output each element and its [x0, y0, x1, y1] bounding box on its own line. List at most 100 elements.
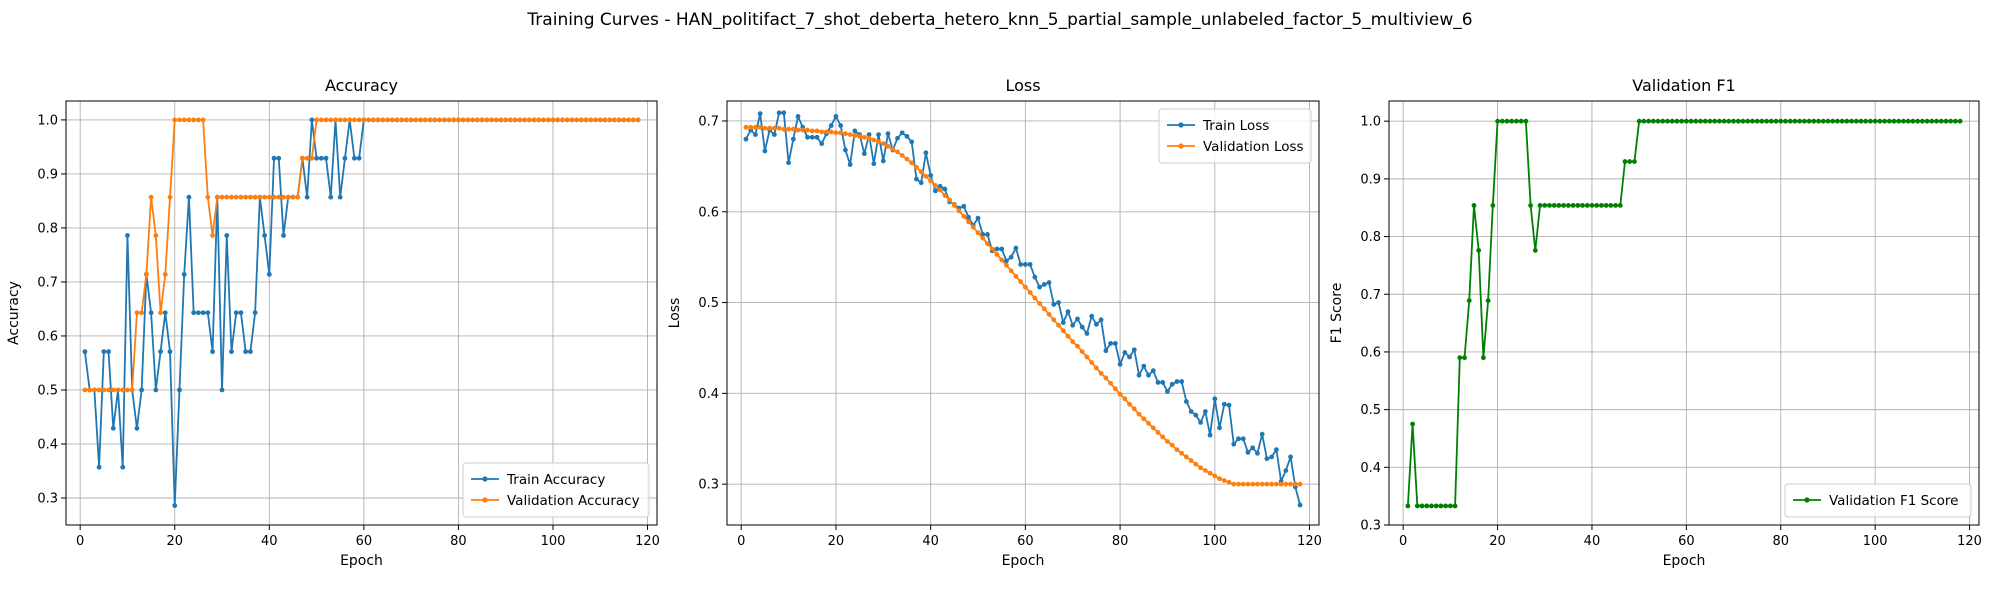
data-point [1759, 118, 1765, 124]
data-point [928, 178, 934, 184]
data-point [1938, 118, 1944, 124]
data-point [970, 224, 976, 230]
data-point [909, 139, 915, 145]
data-point [1160, 380, 1166, 385]
data-point [125, 233, 130, 238]
data-point [1127, 401, 1132, 407]
data-point [356, 117, 362, 123]
data-point [1433, 503, 1439, 509]
data-point [370, 117, 376, 123]
data-point [1447, 503, 1453, 509]
data-point [1910, 118, 1916, 124]
data-point [1613, 203, 1618, 208]
data-point [1193, 412, 1199, 418]
data-point [1155, 380, 1161, 385]
data-point [1084, 331, 1090, 336]
data-point [186, 194, 192, 200]
data-point [508, 117, 513, 123]
y-axis-label: Loss [667, 298, 683, 329]
data-point [1018, 262, 1024, 267]
data-point [427, 117, 433, 123]
data-point [252, 310, 258, 316]
data-point [1735, 118, 1741, 124]
x-tick-label: 80 [1112, 534, 1129, 549]
data-point [880, 158, 886, 164]
data-point [375, 117, 381, 123]
x-tick-label: 40 [1584, 534, 1601, 549]
data-point [1255, 481, 1260, 487]
data-point [994, 252, 1000, 257]
y-axis-label: F1 Score [1329, 283, 1345, 344]
data-point [1245, 481, 1251, 487]
data-point [871, 161, 877, 167]
data-point [1070, 339, 1076, 344]
subplot-panels: 0 20 40 60 80 100 120 0.3 0.4 0.5 0.6 0.7 0.8 0.9 1.0 A… [6, 76, 1982, 569]
data-point [489, 117, 494, 123]
data-point [1551, 203, 1557, 208]
data-point [805, 127, 810, 133]
data-point [1207, 470, 1213, 476]
chart-panel-0: 0 20 40 60 80 100 120 0.3 0.4 0.5 0.6 0.7 0.8 0.9 1.0 A… [6, 76, 660, 569]
data-point [1198, 420, 1203, 425]
data-point [233, 310, 239, 316]
data-point [1594, 203, 1600, 208]
data-point [422, 117, 428, 123]
data-point [1221, 401, 1227, 407]
data-point [1849, 118, 1854, 124]
data-point [1084, 354, 1090, 360]
data-point [942, 193, 948, 198]
data-point [191, 310, 197, 316]
data-point [186, 117, 192, 123]
data-point [451, 117, 457, 123]
data-point [1221, 478, 1227, 483]
data-point [1721, 118, 1727, 124]
data-point [172, 503, 178, 508]
data-point [1041, 306, 1047, 312]
data-point [1627, 159, 1633, 164]
data-point [1811, 118, 1817, 124]
data-point [243, 194, 249, 200]
data-point [1188, 458, 1194, 463]
data-point [1858, 118, 1864, 124]
x-tick-label: 60 [1017, 534, 1034, 549]
data-point [828, 123, 834, 128]
data-point [1273, 447, 1279, 453]
data-point [191, 117, 197, 123]
data-point [593, 117, 598, 123]
data-point [550, 117, 556, 123]
y-tick-label: 0.7 [1360, 288, 1381, 303]
data-point [1443, 503, 1449, 509]
data-point [621, 117, 627, 123]
data-point [809, 128, 815, 134]
data-point [1226, 402, 1232, 408]
data-point [1622, 159, 1628, 164]
data-point [871, 137, 877, 143]
y-tick-label: 0.9 [37, 167, 58, 182]
data-point [1112, 386, 1118, 392]
data-point [361, 117, 367, 123]
data-point [861, 134, 867, 140]
data-point [1429, 503, 1434, 509]
data-point [1712, 118, 1718, 124]
data-point [819, 129, 825, 135]
data-point [1641, 118, 1647, 124]
x-tick-label: 120 [1297, 534, 1322, 549]
data-point [1891, 118, 1897, 124]
data-point [205, 194, 211, 200]
axes-frame [726, 100, 1320, 526]
data-point [1089, 360, 1095, 365]
data-point [1632, 159, 1637, 164]
data-point [148, 194, 154, 200]
data-point [795, 114, 801, 119]
data-point [394, 117, 400, 123]
y-tick-label: 0.6 [698, 205, 719, 220]
data-point [757, 124, 763, 130]
data-point [1037, 301, 1042, 306]
data-point [517, 117, 523, 123]
data-point [564, 117, 570, 123]
data-point [1089, 313, 1095, 319]
data-point [781, 110, 787, 116]
data-point [446, 117, 452, 123]
data-point [1165, 439, 1170, 444]
data-point [1008, 268, 1014, 274]
